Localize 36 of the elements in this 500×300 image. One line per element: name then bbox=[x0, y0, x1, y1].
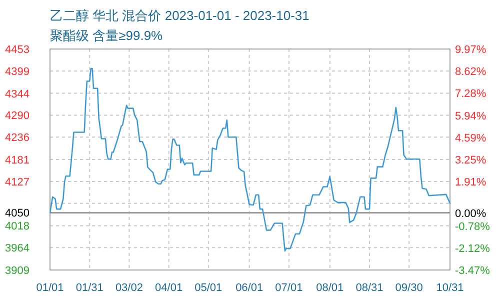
y2-tick-label: 4.59% bbox=[455, 132, 486, 144]
y2-tick-label: -3.47% bbox=[455, 265, 490, 277]
y-tick-label: 4050 bbox=[5, 208, 30, 220]
y-tick-label: 3909 bbox=[5, 265, 30, 277]
x-tick-label: 01/31 bbox=[76, 282, 104, 294]
x-tick-label: 06/01 bbox=[236, 282, 264, 294]
x-tick-label: 10/31 bbox=[436, 282, 464, 294]
y2-tick-label: 8.62% bbox=[455, 66, 486, 78]
x-tick-label: 08/01 bbox=[316, 282, 344, 294]
chart-subtitle: 聚酯级 含量≥99.9% bbox=[50, 28, 164, 43]
y2-tick-label: 3.25% bbox=[455, 154, 486, 166]
x-tick-label: 07/01 bbox=[275, 282, 303, 294]
x-tick-label: 04/01 bbox=[155, 282, 183, 294]
y-tick-label: 4344 bbox=[5, 88, 30, 100]
x-tick-label: 09/30 bbox=[395, 282, 423, 294]
y-tick-label: 4236 bbox=[5, 132, 30, 144]
y-tick-label: 4453 bbox=[5, 44, 30, 56]
y2-tick-label: 1.91% bbox=[455, 176, 486, 189]
chart-title: 乙二醇 华北 混合价 2023-01-01 - 2023-10-31 bbox=[50, 8, 310, 23]
x-tick-label: 05/01 bbox=[194, 282, 222, 294]
y-tick-label: 3964 bbox=[5, 242, 30, 255]
y2-tick-label: 9.97% bbox=[455, 44, 486, 56]
line-series bbox=[49, 68, 451, 252]
y2-tick-label: -2.12% bbox=[455, 242, 490, 255]
y-tick-label: 4290 bbox=[5, 110, 30, 122]
y2-tick-label: 0.00% bbox=[455, 208, 486, 220]
y-tick-label: 4127 bbox=[5, 176, 30, 188]
y-tick-label: 4399 bbox=[5, 66, 30, 78]
x-tick-label: 03/02 bbox=[115, 282, 143, 294]
x-tick-label: 01/01 bbox=[36, 282, 64, 294]
y2-tick-label: 7.28% bbox=[455, 88, 486, 100]
y-tick-label: 4018 bbox=[5, 220, 30, 233]
y2-tick-label: 5.94% bbox=[455, 110, 486, 122]
y-tick-label: 4181 bbox=[5, 154, 30, 166]
y2-tick-label: -0.78% bbox=[455, 220, 490, 233]
x-tick-label: 08/31 bbox=[356, 282, 384, 294]
